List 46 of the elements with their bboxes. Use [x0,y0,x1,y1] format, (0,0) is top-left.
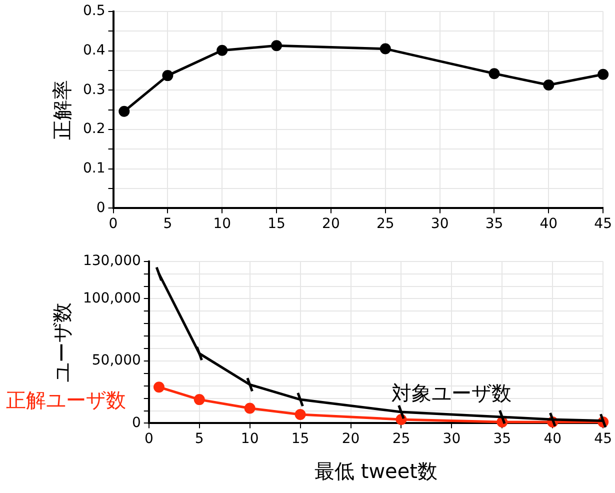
y-tick-label: 0 [132,414,141,431]
x-tick-label: 25 [376,216,394,232]
x-axis-title: 最低 tweet数 [314,459,438,484]
y-tick-label: 130,000 [82,253,141,270]
point [294,408,306,420]
x-tick-label: 20 [342,431,360,448]
x-tick-label: 40 [540,216,558,232]
point [216,44,228,56]
y-tick-label: 100,000 [82,290,141,306]
x-tick-label: 30 [430,216,449,232]
x-tick-label: 30 [442,431,461,448]
x-tick-label: 5 [194,431,204,448]
y-axis-title: 正解率 [50,80,74,140]
point [598,68,609,80]
x-tick-label: 45 [594,431,612,448]
y-tick-label: 0 [96,200,106,216]
y-tick-label: 0.2 [83,121,106,138]
x-tick-label: 5 [163,216,172,232]
series-label: 正解ユーザ数 [6,388,126,412]
point [543,80,554,91]
y-tick-label: 0.5 [83,3,106,20]
x-tick-label: 0 [144,431,154,448]
x-tick-label: 20 [322,216,340,232]
point [271,40,282,52]
point [244,402,256,414]
y-axis-title: ユーザ数 [50,302,74,382]
y-tick-label: 0.4 [83,42,106,58]
point [194,394,205,406]
x-tick-label: 35 [493,431,512,448]
x-tick-label: 25 [392,431,410,448]
point [118,106,130,117]
point [162,70,174,82]
x-tick-label: 35 [485,216,504,232]
x-tick-label: 40 [544,431,562,448]
y-tick-label: 0.1 [83,160,106,176]
y-tick-label: 0.3 [83,82,106,98]
point [488,68,500,80]
y-tick-label: 50,000 [92,352,141,369]
x-tick-label: 15 [268,216,286,232]
point [380,43,391,54]
point [153,382,164,393]
x-tick-label: 10 [213,216,232,232]
x-tick-label: 45 [594,216,612,232]
x-tick-label: 10 [240,431,259,448]
x-tick-label: 15 [291,431,310,448]
series-label: 対象ユーザ数 [392,381,512,405]
